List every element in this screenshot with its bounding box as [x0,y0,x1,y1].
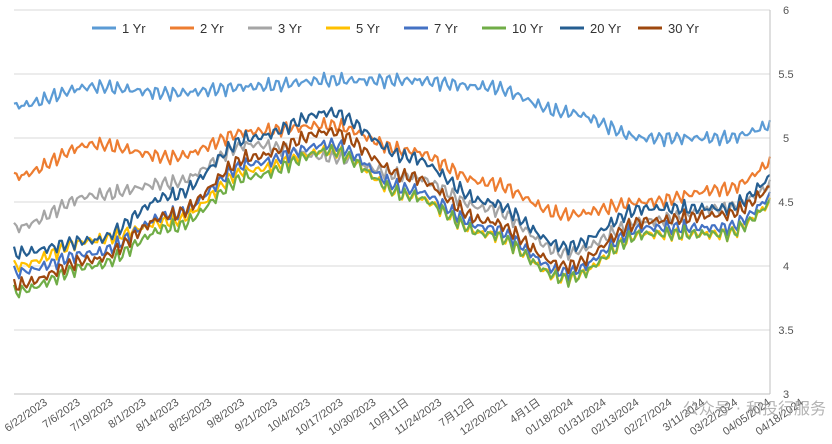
legend-label: 7 Yr [434,21,458,36]
series-line-2-yr [13,116,772,222]
y-tick-label: 6 [783,5,789,17]
y-axis: 3 3.5 4 4.5 5 5.5 6 [769,5,794,401]
legend-item: 3 Yr [248,21,302,36]
legend-item: 30 Yr [638,21,700,36]
series-line-1-yr [13,71,772,148]
series-line-30-yr [12,127,771,291]
legend-item: 7 Yr [404,21,458,36]
series-line-10-yr [12,144,771,299]
legend-label: 30 Yr [668,21,700,36]
legend-item: 2 Yr [170,21,224,36]
legend: 1 Yr 2 Yr 3 Yr 5 Yr 7 Yr 10 Yr 20 Yr 30 Yr [92,21,700,36]
legend-label: 10 Yr [512,21,544,36]
watermark-text: 公众号 · 和投行服务 [683,399,826,418]
legend-item: 1 Yr [92,21,146,36]
legend-label: 3 Yr [278,21,302,36]
y-tick-label: 5 [783,133,789,145]
y-tick-label: 4.5 [778,197,793,209]
legend-label: 5 Yr [356,21,380,36]
y-tick-label: 5.5 [778,69,793,81]
series-line-20-yr [12,106,771,260]
legend-label: 1 Yr [122,21,146,36]
legend-item: 5 Yr [326,21,380,36]
legend-label: 20 Yr [590,21,622,36]
y-tick-label: 3.5 [778,325,793,337]
legend-label: 2 Yr [200,21,224,36]
y-tick-label: 4 [783,261,789,273]
y-tick-label: 3 [783,389,789,401]
series-lines [12,71,772,299]
legend-item: 20 Yr [560,21,622,36]
legend-item: 10 Yr [482,21,544,36]
